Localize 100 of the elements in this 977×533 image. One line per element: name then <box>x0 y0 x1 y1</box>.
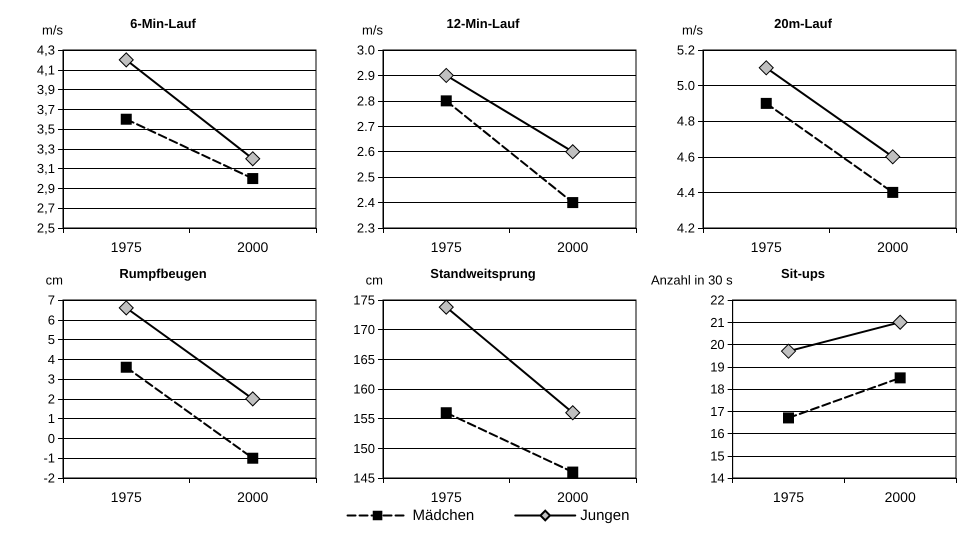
y-tick-label: 18 <box>710 382 725 396</box>
chart-title: Standweitsprung <box>430 266 536 281</box>
y-tick-label: 170 <box>353 322 375 338</box>
y-tick-label: 3.0 <box>356 42 375 58</box>
point <box>438 68 454 83</box>
y-tick-label: 2.9 <box>356 68 375 83</box>
x-tick-label: 2000 <box>877 239 909 255</box>
y-axis-title: m/s <box>362 22 384 38</box>
point <box>760 98 772 109</box>
point <box>885 149 900 164</box>
y-tick-label: 145 <box>353 470 375 486</box>
y-axis-title: cm <box>366 272 383 288</box>
y-tick-label: 155 <box>353 411 375 426</box>
x-tick-label: 1975 <box>772 489 804 505</box>
y-tick-label: 165 <box>353 352 375 367</box>
x-tick-label: 2000 <box>557 489 589 505</box>
y-tick-label: 175 <box>353 292 375 308</box>
x-tick-label: 2000 <box>237 489 269 505</box>
y-tick-label: 3 <box>48 372 55 387</box>
chart-title: Sit-ups <box>780 266 826 281</box>
point <box>247 173 258 184</box>
y-tick-label: 22 <box>710 292 725 308</box>
y-tick-label: 7 <box>48 292 55 308</box>
y-tick-label: 4.4 <box>676 184 695 200</box>
x-tick-label: 2000 <box>557 239 589 255</box>
y-tick-label: 16 <box>710 426 725 441</box>
y-tick-label: 1 <box>48 411 55 426</box>
y-tick-label: 4.8 <box>676 114 695 129</box>
y-axis-title: Anzahl in 30 s <box>650 272 734 288</box>
y-tick-label: 19 <box>710 359 725 374</box>
x-tick-label: 1975 <box>110 489 142 505</box>
point <box>120 114 132 125</box>
y-tick-label: 2 <box>48 391 55 406</box>
point <box>247 452 258 464</box>
y-tick-label: 5 <box>48 332 55 348</box>
y-tick-label: 2.7 <box>356 118 375 134</box>
y-tick-label: 2.3 <box>356 220 375 236</box>
x-tick-label: 1975 <box>750 239 782 255</box>
y-tick-label: 150 <box>353 440 375 456</box>
y-tick-label: 2.6 <box>356 144 375 160</box>
y-tick-label: 3,9 <box>36 82 55 98</box>
y-tick-label: 4.6 <box>676 149 695 164</box>
y-tick-label: -1 <box>43 450 55 466</box>
point <box>245 151 260 166</box>
x-tick-label: 1975 <box>430 489 462 505</box>
point <box>887 186 898 198</box>
y-tick-label: 4.2 <box>676 220 695 236</box>
y-axis-title: m/s <box>682 22 704 38</box>
point <box>894 372 906 384</box>
chart-title: 12-Min-Lauf <box>446 16 520 31</box>
y-axis-title: m/s <box>42 22 64 38</box>
point <box>892 314 908 330</box>
y-tick-label: 5.0 <box>676 78 695 94</box>
y-tick-label: 4 <box>48 352 55 367</box>
point <box>118 300 134 316</box>
y-axis-title: cm <box>46 272 63 288</box>
y-tick-label: 15 <box>710 448 725 464</box>
y-tick-label: 21 <box>710 314 725 330</box>
point <box>120 362 132 373</box>
y-tick-label: 3,1 <box>36 161 55 176</box>
point <box>118 52 134 68</box>
legend-label: Jungen <box>580 507 630 524</box>
chart-title: Rumpfbeugen <box>119 266 207 281</box>
point <box>782 412 794 424</box>
x-tick-label: 2000 <box>884 489 916 505</box>
y-tick-label: 20 <box>710 337 725 352</box>
point <box>438 300 454 315</box>
y-tick-label: 5.2 <box>676 42 695 58</box>
point <box>758 60 774 76</box>
point <box>245 391 260 406</box>
y-tick-label: 2.5 <box>356 170 375 185</box>
x-tick-label: 1975 <box>430 239 462 255</box>
point <box>565 405 580 420</box>
y-tick-label: 2,9 <box>36 180 55 196</box>
point <box>567 466 578 478</box>
chart-title: 20m-Lauf <box>774 16 833 31</box>
y-tick-label: 2,5 <box>36 220 55 236</box>
y-tick-label: 17 <box>710 404 725 419</box>
y-tick-label: 2,7 <box>36 200 55 216</box>
point <box>565 144 580 160</box>
point <box>567 197 578 208</box>
point <box>440 407 452 418</box>
y-tick-label: 0 <box>48 430 55 446</box>
y-tick-label: 2.8 <box>356 93 375 108</box>
y-tick-label: 6 <box>48 312 55 328</box>
y-tick-label: 14 <box>710 470 725 486</box>
y-tick-label: 2.4 <box>356 195 375 210</box>
y-tick-label: 3,3 <box>36 141 55 156</box>
x-tick-label: 1975 <box>110 239 142 255</box>
y-tick-label: 4,3 <box>36 42 55 58</box>
x-tick-label: 2000 <box>237 239 269 255</box>
point <box>780 344 796 359</box>
y-tick-label: 3,5 <box>36 122 55 137</box>
y-tick-label: 3,7 <box>36 102 55 117</box>
chart-title: 6-Min-Lauf <box>130 16 197 31</box>
legend-label: Mädchen <box>412 507 474 524</box>
point <box>440 95 452 106</box>
y-tick-label: 4,1 <box>36 62 55 78</box>
y-tick-label: -2 <box>43 470 55 486</box>
y-tick-label: 160 <box>353 382 375 396</box>
